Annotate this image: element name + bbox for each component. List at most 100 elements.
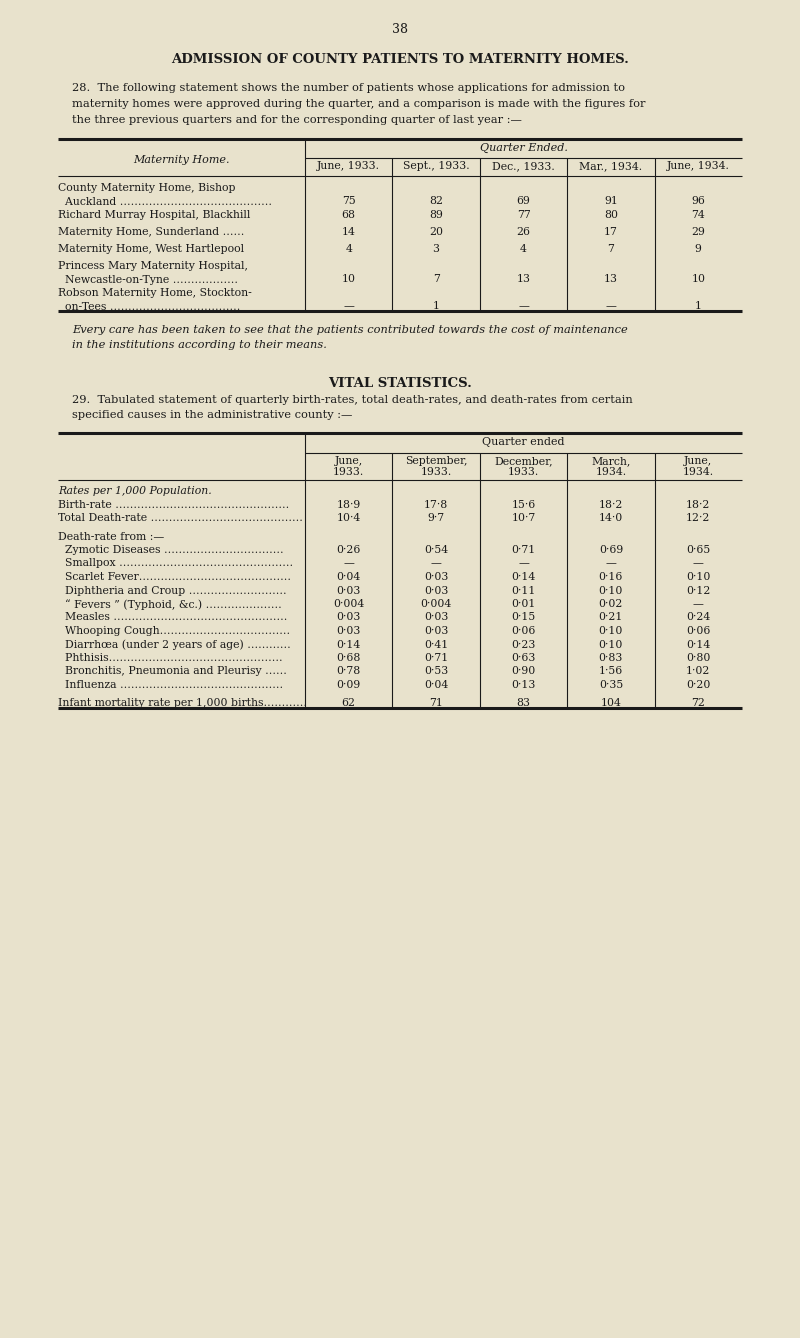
Text: 91: 91 [604, 195, 618, 206]
Text: 3: 3 [433, 244, 440, 254]
Text: 29: 29 [691, 227, 706, 237]
Text: 10: 10 [342, 274, 356, 284]
Text: Dec., 1933.: Dec., 1933. [492, 161, 555, 171]
Text: Newcastle-on-Tyne ………………: Newcastle-on-Tyne ……………… [58, 276, 238, 285]
Text: Diphtheria and Croup ………………………: Diphtheria and Croup ……………………… [58, 586, 286, 595]
Text: —: — [518, 558, 529, 569]
Text: 0·04: 0·04 [424, 680, 448, 690]
Text: —: — [606, 301, 616, 310]
Text: 9: 9 [695, 244, 702, 254]
Text: Influenza ………………………………………: Influenza ……………………………………… [58, 680, 283, 690]
Text: 0·26: 0·26 [337, 545, 361, 555]
Text: 0·24: 0·24 [686, 613, 710, 622]
Text: 29.  Tabulated statement of quarterly birth-rates, total death-rates, and death-: 29. Tabulated statement of quarterly bir… [72, 395, 633, 405]
Text: Smallpox …………………………………………: Smallpox ………………………………………… [58, 558, 293, 569]
Text: 1934.: 1934. [682, 467, 714, 478]
Text: 74: 74 [691, 210, 705, 219]
Text: —: — [693, 599, 704, 609]
Text: 0·83: 0·83 [598, 653, 623, 664]
Text: Phthisis…………………………………………: Phthisis………………………………………… [58, 653, 282, 664]
Text: 18·9: 18·9 [337, 499, 361, 510]
Text: 15·6: 15·6 [511, 499, 536, 510]
Text: 0·10: 0·10 [598, 640, 623, 649]
Text: Diarrhœa (under 2 years of age) …………: Diarrhœa (under 2 years of age) ………… [58, 640, 290, 650]
Text: Zymotic Diseases ……………………………: Zymotic Diseases …………………………… [58, 545, 284, 555]
Text: 0·68: 0·68 [337, 653, 361, 664]
Text: 0·71: 0·71 [424, 653, 448, 664]
Text: Birth-rate …………………………………………: Birth-rate ………………………………………… [58, 499, 290, 510]
Text: June, 1934.: June, 1934. [667, 161, 730, 171]
Text: 4: 4 [346, 244, 352, 254]
Text: Mar., 1934.: Mar., 1934. [579, 161, 642, 171]
Text: 0·78: 0·78 [337, 666, 361, 677]
Text: 0·65: 0·65 [686, 545, 710, 555]
Text: 17: 17 [604, 227, 618, 237]
Text: 0·54: 0·54 [424, 545, 448, 555]
Text: 0·10: 0·10 [598, 626, 623, 636]
Text: 1934.: 1934. [595, 467, 626, 478]
Text: Whooping Cough………………………………: Whooping Cough……………………………… [58, 626, 290, 636]
Text: 83: 83 [517, 698, 530, 709]
Text: June,: June, [334, 456, 363, 466]
Text: 17·8: 17·8 [424, 499, 448, 510]
Text: 0·21: 0·21 [598, 613, 623, 622]
Text: Maternity Home.: Maternity Home. [134, 155, 230, 165]
Text: 0·71: 0·71 [511, 545, 536, 555]
Text: 7: 7 [433, 274, 439, 284]
Text: 0·004: 0·004 [333, 599, 364, 609]
Text: 20: 20 [429, 227, 443, 237]
Text: 0·10: 0·10 [598, 586, 623, 595]
Text: 77: 77 [517, 210, 530, 219]
Text: Quarter Ended.: Quarter Ended. [479, 143, 567, 153]
Text: 14: 14 [342, 227, 356, 237]
Text: specified causes in the administrative county :—: specified causes in the administrative c… [72, 409, 352, 420]
Text: 0·11: 0·11 [511, 586, 536, 595]
Text: the three previous quarters and for the corresponding quarter of last year :—: the three previous quarters and for the … [72, 115, 522, 124]
Text: December,: December, [494, 456, 553, 466]
Text: Sept., 1933.: Sept., 1933. [402, 161, 470, 171]
Text: 9·7: 9·7 [427, 512, 445, 523]
Text: 1933.: 1933. [421, 467, 452, 478]
Text: Every care has been taken to see that the patients contributed towards the cost : Every care has been taken to see that th… [72, 325, 628, 334]
Text: 0·20: 0·20 [686, 680, 710, 690]
Text: 7: 7 [607, 244, 614, 254]
Text: 0·41: 0·41 [424, 640, 448, 649]
Text: Scarlet Fever……………………………………: Scarlet Fever…………………………………… [58, 573, 291, 582]
Text: 0·90: 0·90 [511, 666, 536, 677]
Text: Auckland ……………………………………: Auckland …………………………………… [58, 197, 272, 207]
Text: 38: 38 [392, 23, 408, 36]
Text: 18·2: 18·2 [598, 499, 623, 510]
Text: 1: 1 [433, 301, 440, 310]
Text: 0·14: 0·14 [511, 573, 536, 582]
Text: 0·14: 0·14 [337, 640, 361, 649]
Text: 0·10: 0·10 [686, 573, 710, 582]
Text: —: — [606, 558, 616, 569]
Text: 75: 75 [342, 195, 355, 206]
Text: 69: 69 [517, 195, 530, 206]
Text: 0·03: 0·03 [424, 573, 448, 582]
Text: Robson Maternity Home, Stockton-: Robson Maternity Home, Stockton- [58, 288, 252, 298]
Text: June, 1933.: June, 1933. [317, 161, 380, 171]
Text: 13: 13 [517, 274, 530, 284]
Text: 12·2: 12·2 [686, 512, 710, 523]
Text: 62: 62 [342, 698, 356, 709]
Text: March,: March, [591, 456, 630, 466]
Text: 1933.: 1933. [333, 467, 364, 478]
Text: 0·03: 0·03 [337, 626, 361, 636]
Text: 82: 82 [429, 195, 443, 206]
Text: 72: 72 [691, 698, 706, 709]
Text: Infant mortality rate per 1,000 births…………: Infant mortality rate per 1,000 births……… [58, 698, 307, 709]
Text: 1·56: 1·56 [598, 666, 623, 677]
Text: September,: September, [405, 456, 467, 466]
Text: Richard Murray Hospital, Blackhill: Richard Murray Hospital, Blackhill [58, 210, 250, 219]
Text: ADMISSION OF COUNTY PATIENTS TO MATERNITY HOMES.: ADMISSION OF COUNTY PATIENTS TO MATERNIT… [171, 54, 629, 66]
Text: “ Fevers ” (Typhoid, &c.) …………………: “ Fevers ” (Typhoid, &c.) ………………… [58, 599, 282, 610]
Text: maternity homes were approved during the quarter, and a comparison is made with : maternity homes were approved during the… [72, 99, 646, 108]
Text: 26: 26 [517, 227, 530, 237]
Text: 28.  The following statement shows the number of patients whose applications for: 28. The following statement shows the nu… [72, 83, 625, 94]
Text: June,: June, [684, 456, 713, 466]
Text: 10·7: 10·7 [511, 512, 536, 523]
Text: 0·06: 0·06 [511, 626, 536, 636]
Text: County Maternity Home, Bishop: County Maternity Home, Bishop [58, 183, 235, 193]
Text: 1: 1 [694, 301, 702, 310]
